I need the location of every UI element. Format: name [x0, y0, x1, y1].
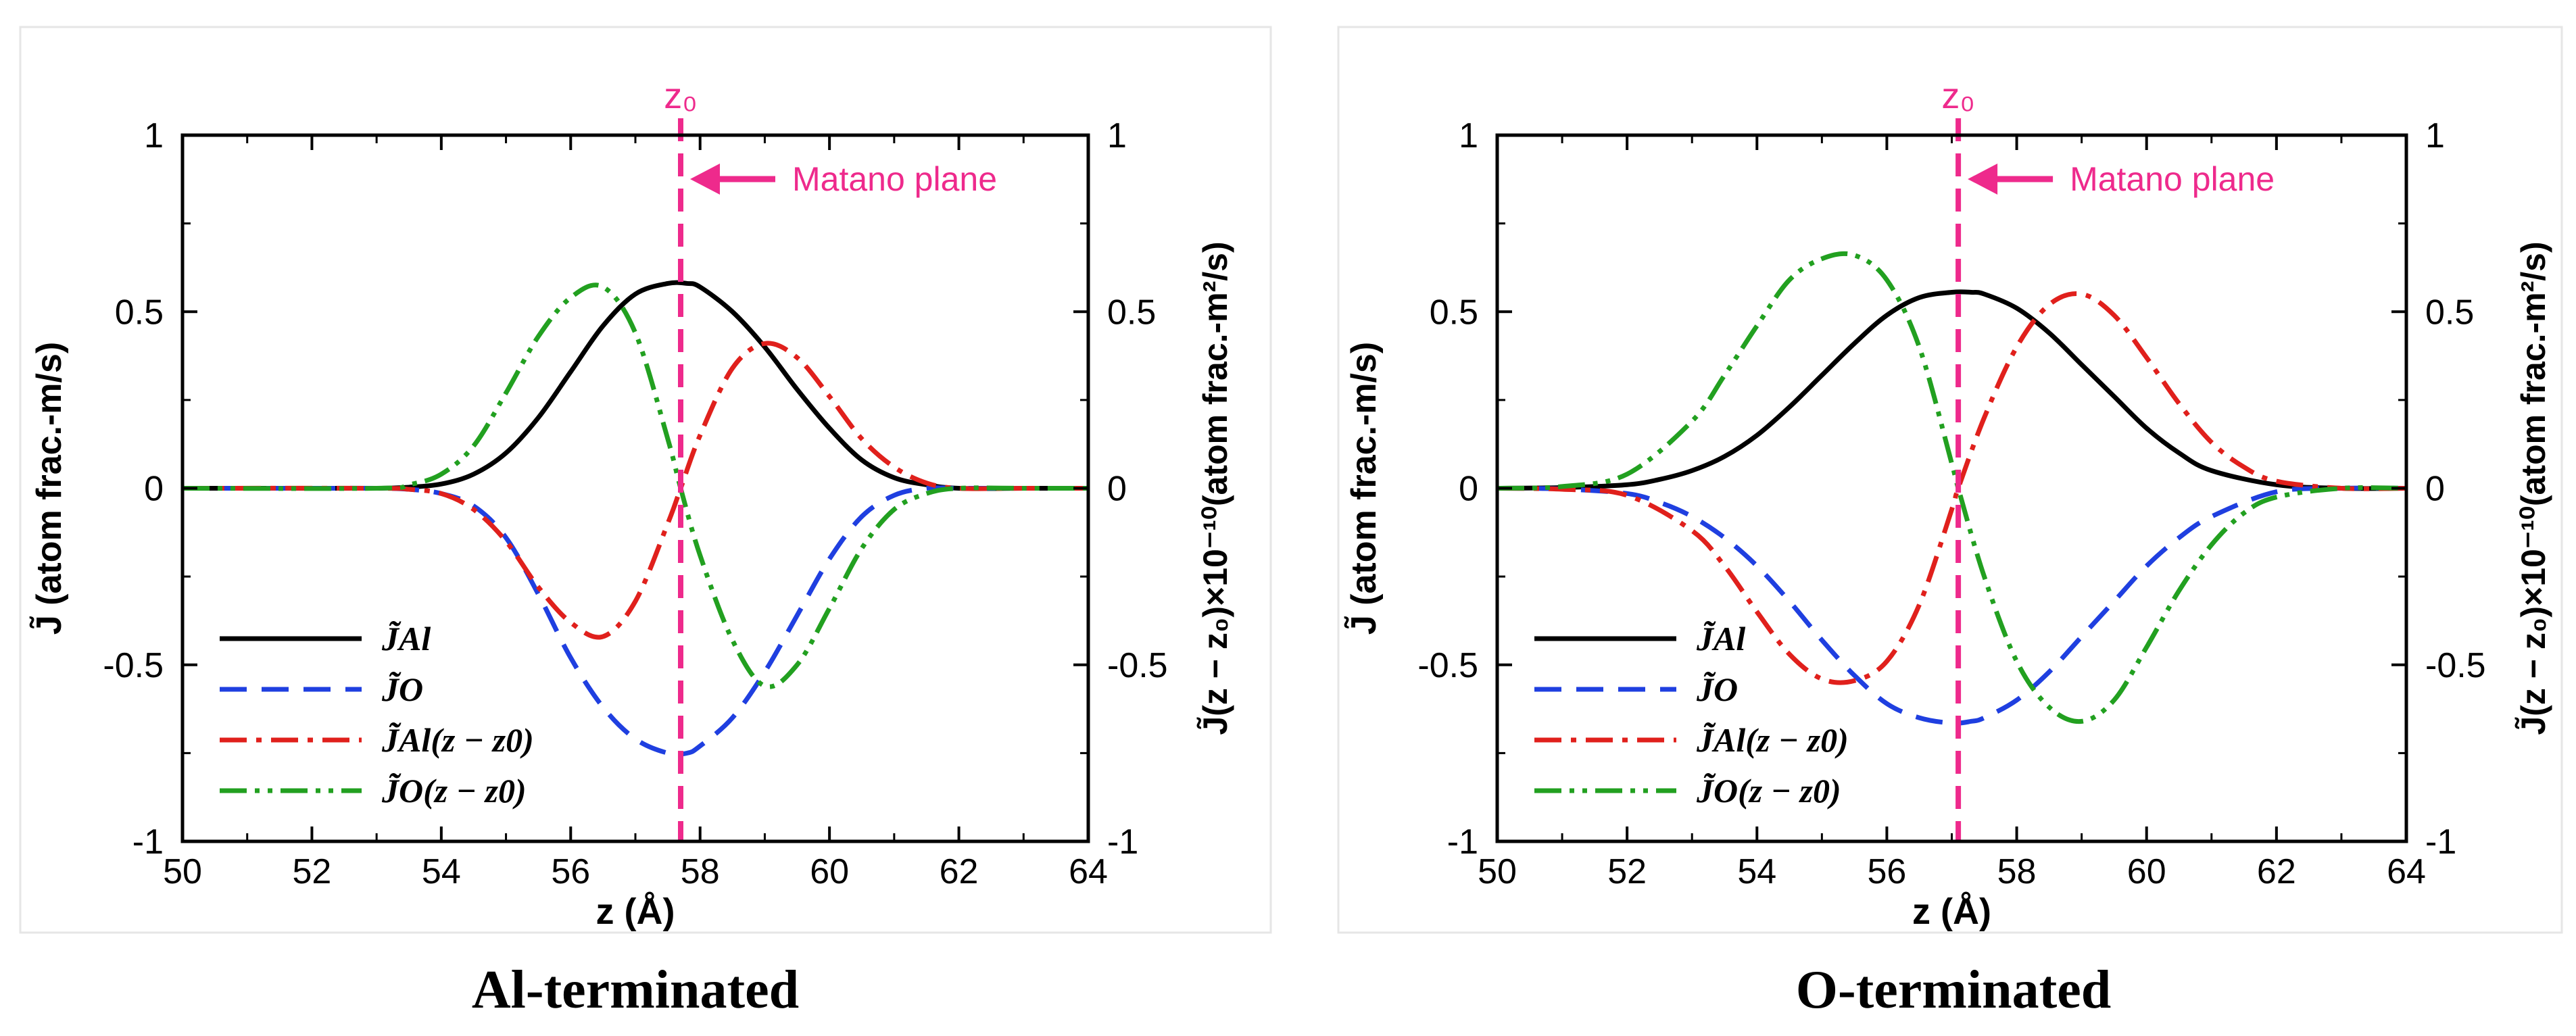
y-tick-label-right: 0.5	[2425, 293, 2474, 332]
x-tick-label: 54	[422, 852, 461, 891]
y-tick-label-left: 0	[1459, 470, 1478, 509]
y-tick-label-right: 1	[1107, 116, 1127, 155]
x-tick-label: 50	[1478, 852, 1517, 891]
y-axis-label-right: J̃(z − z₀)×10⁻¹⁰(atom frac.-m²/s)	[2514, 241, 2552, 735]
x-tick-label: 64	[1069, 852, 1108, 891]
series-j-al-line	[1497, 289, 2406, 491]
y-tick-label-right: 0	[1107, 470, 1127, 509]
series-j-o-z-line	[183, 282, 1088, 689]
matano-plane-annotation: Matano plane	[2070, 160, 2275, 198]
plot-frame	[1495, 133, 2408, 843]
legend-label: J̃Al	[1696, 620, 1745, 658]
outer-frame	[1337, 26, 2563, 934]
legend-label: J̃O(z − z0)	[1696, 772, 1841, 810]
x-tick-label: 56	[551, 852, 590, 891]
x-tick-label: 60	[2127, 852, 2166, 891]
y-tick-label-right: 1	[2425, 116, 2445, 155]
x-axis-label: z (Å)	[596, 891, 675, 932]
x-tick-label: 58	[1997, 852, 2037, 891]
z0-label: z₀	[664, 76, 697, 116]
y-tick-label-right: -0.5	[2425, 646, 2486, 685]
y-tick-label-left: -0.5	[1417, 646, 1478, 685]
y-axis-label-right: J̃(z − z₀)×10⁻¹⁰(atom frac.-m²/s)	[1196, 241, 1234, 735]
series-j-al-z-line	[1497, 291, 2406, 685]
y-tick-label-right: 0	[2425, 470, 2445, 509]
legend-label: J̃Al	[381, 620, 431, 658]
x-tick-label: 56	[1868, 852, 1907, 891]
y-axis-label-left: J̃ (atom frac.-m/s)	[30, 342, 69, 635]
matano-arrow-head	[690, 164, 720, 195]
outer-frame	[19, 26, 1272, 934]
legend-label: J̃O(z − z0)	[381, 772, 527, 810]
y-axis-label-left: J̃ (atom frac.-m/s)	[1344, 342, 1384, 635]
series-j-al-line	[183, 280, 1088, 491]
y-tick-label-right: -1	[1107, 822, 1138, 862]
matano-arrow-head	[1968, 164, 1998, 195]
matano-plane-annotation: Matano plane	[792, 160, 997, 198]
caption-o-terminated: O-terminated	[1795, 960, 2112, 1020]
y-tick-label-left: 0	[144, 470, 164, 509]
y-tick-label-left: -1	[132, 822, 164, 862]
x-tick-label: 52	[1607, 852, 1647, 891]
x-tick-label: 50	[163, 852, 202, 891]
series-j-o-line	[183, 485, 1088, 757]
y-tick-label-left: 0.5	[115, 293, 164, 332]
x-tick-label: 58	[681, 852, 720, 891]
x-tick-label: 62	[940, 852, 979, 891]
y-tick-label-left: 1	[1459, 116, 1478, 155]
legend-label: J̃Al(z − z0)	[1696, 721, 1849, 759]
x-tick-label: 64	[2387, 852, 2426, 891]
x-tick-label: 52	[293, 852, 332, 891]
x-tick-label: 54	[1737, 852, 1776, 891]
y-tick-label-right: -0.5	[1107, 646, 1168, 685]
z0-label: z₀	[1941, 76, 1974, 116]
caption-al-terminated: Al-terminated	[471, 960, 800, 1020]
y-tick-label-left: 1	[144, 116, 164, 155]
y-tick-label-right: -1	[2425, 822, 2456, 862]
x-tick-label: 62	[2257, 852, 2296, 891]
x-tick-label: 60	[810, 852, 849, 891]
y-tick-label-left: -0.5	[103, 646, 164, 685]
series-j-o-line	[1497, 485, 2406, 726]
y-tick-label-right: 0.5	[1107, 293, 1156, 332]
series-j-al-z-line	[183, 341, 1088, 640]
legend-label: J̃O	[381, 670, 423, 708]
legend-label: J̃O	[1696, 670, 1738, 708]
y-tick-label-left: -1	[1447, 822, 1478, 862]
x-axis-label: z (Å)	[1912, 891, 1991, 932]
y-tick-label-left: 0.5	[1430, 293, 1478, 332]
series-j-o-z-line	[1497, 251, 2406, 724]
legend-label: J̃Al(z − z0)	[381, 721, 534, 759]
